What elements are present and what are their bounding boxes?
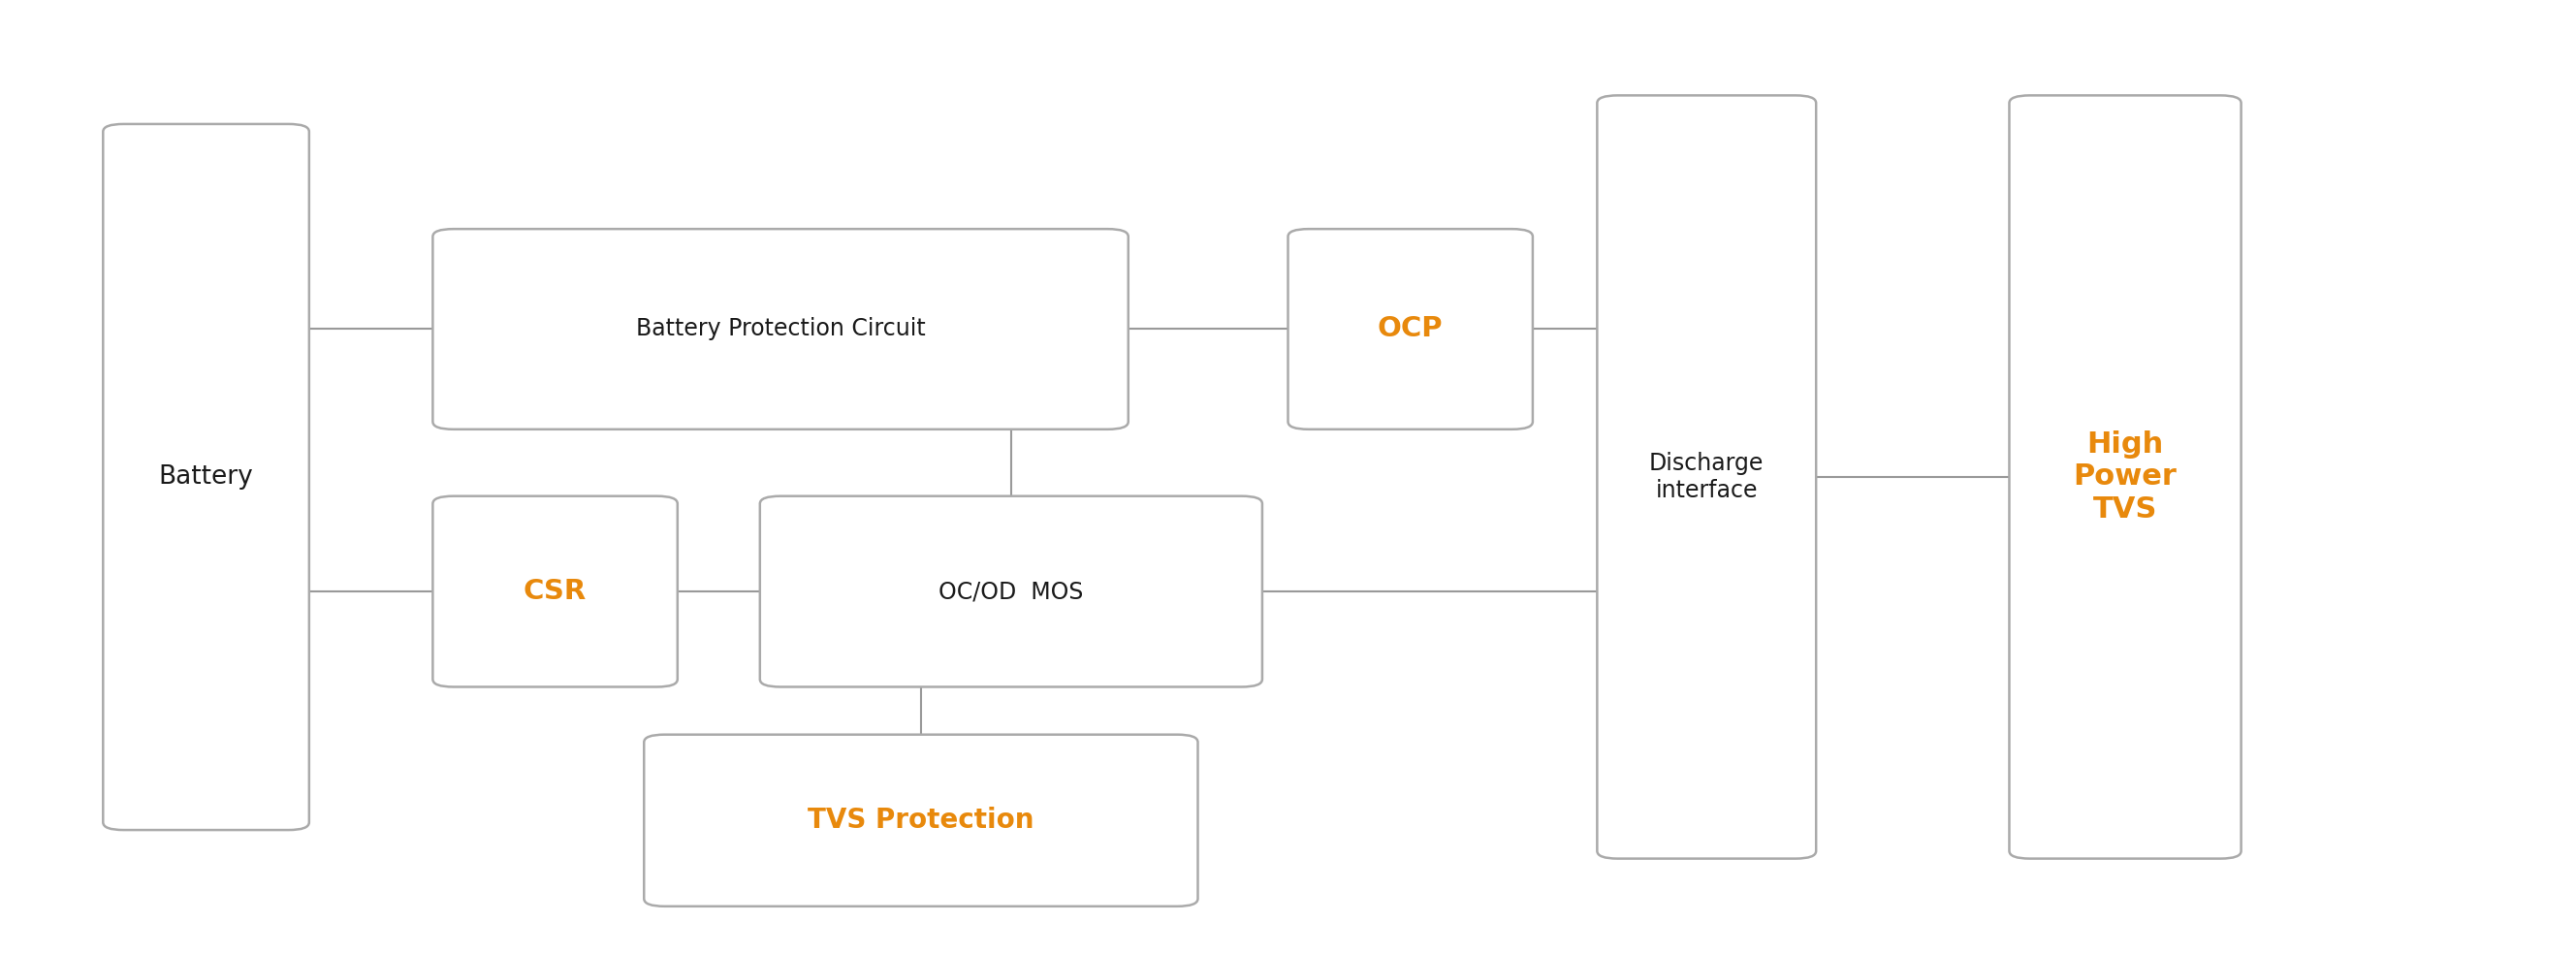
Text: High
Power
TVS: High Power TVS	[2074, 430, 2177, 524]
FancyBboxPatch shape	[644, 735, 1198, 906]
FancyBboxPatch shape	[433, 229, 1128, 429]
Text: Battery: Battery	[160, 465, 252, 489]
FancyBboxPatch shape	[1597, 95, 1816, 859]
FancyBboxPatch shape	[2009, 95, 2241, 859]
Text: Battery Protection Circuit: Battery Protection Circuit	[636, 318, 925, 341]
Text: Discharge
interface: Discharge interface	[1649, 452, 1765, 502]
Text: TVS Protection: TVS Protection	[809, 807, 1033, 834]
FancyBboxPatch shape	[433, 496, 677, 687]
FancyBboxPatch shape	[103, 124, 309, 830]
FancyBboxPatch shape	[760, 496, 1262, 687]
Text: CSR: CSR	[523, 578, 587, 605]
Text: OC/OD  MOS: OC/OD MOS	[938, 580, 1084, 603]
Text: OCP: OCP	[1378, 316, 1443, 342]
FancyBboxPatch shape	[1288, 229, 1533, 429]
